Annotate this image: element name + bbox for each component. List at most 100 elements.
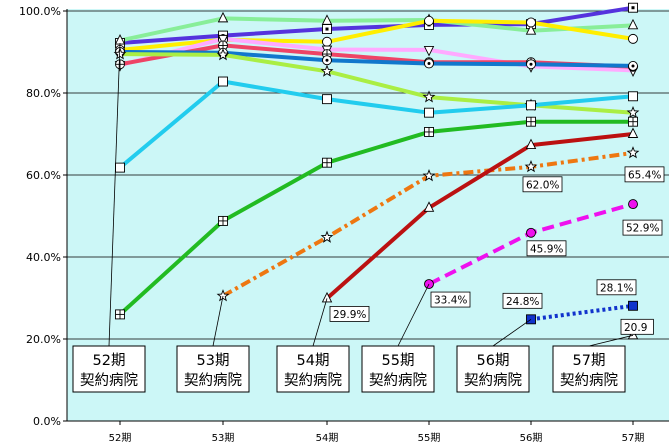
annotation-line1: 57期: [573, 352, 606, 369]
data-point-marker: [627, 127, 639, 138]
data-point-marker: [627, 18, 639, 30]
data-point-marker: [631, 64, 635, 68]
annotation-line1: 55期: [382, 352, 415, 369]
data-label: 33.4%: [434, 295, 467, 307]
y-tick-label: 0.0%: [33, 415, 61, 428]
data-point-marker: [423, 46, 435, 57]
data-point-marker: [115, 162, 125, 173]
data-point-marker: [322, 94, 332, 105]
series-line: [119, 5, 634, 45]
data-point-marker: [525, 138, 537, 150]
series-line: [119, 36, 634, 73]
data-label-box: [430, 291, 471, 308]
data-point-marker: [321, 291, 333, 303]
data-label-box: [329, 306, 370, 322]
data-point-marker: [424, 15, 434, 26]
data-point-marker: [320, 230, 334, 243]
data-label-box: [624, 166, 665, 183]
annotation-line1: 54期: [297, 352, 330, 369]
annotation-line2: 契約病院: [369, 372, 427, 389]
data-point-marker: [628, 91, 638, 102]
annotation-leader: [212, 295, 224, 347]
series-line: [119, 16, 634, 43]
data-label-box: [596, 279, 637, 296]
annotation-line2: 契約病院: [284, 372, 342, 389]
x-tick-label: 53期: [212, 432, 235, 444]
data-point-marker: [422, 169, 436, 182]
series-line: [118, 119, 633, 316]
data-label-box: [526, 240, 567, 257]
data-point-marker: [524, 160, 538, 173]
y-tick-labels: 0.0% 20.0% 40.0% 60.0% 80.0% 100.0%: [19, 5, 61, 428]
data-point-marker: [216, 289, 230, 302]
data-label-box: [522, 176, 563, 193]
data-point-marker: [217, 11, 229, 23]
y-tick-label: 20.0%: [26, 333, 61, 346]
x-tick-label: 55期: [418, 432, 441, 444]
data-point-marker: [218, 76, 228, 87]
x-tick-label: 56期: [520, 432, 543, 444]
annotation-leader: [397, 283, 430, 347]
data-label: 45.9%: [530, 243, 563, 255]
annotation-leader: [108, 42, 121, 347]
data-point-marker: [628, 33, 638, 44]
data-point-marker: [325, 58, 329, 62]
annotation-box: [72, 345, 146, 393]
data-point-marker: [529, 62, 533, 66]
annotation-box: [176, 345, 250, 393]
annotation-line1: 53期: [197, 352, 230, 369]
data-point-marker: [631, 6, 635, 10]
gridlines: [67, 10, 669, 340]
series-line: [119, 52, 634, 115]
data-labels: 62.0% 65.4% 29.9% 33.4% 45.9% 52.9% 24.8% 28.1%…: [329, 166, 665, 335]
annotation-box: [456, 345, 530, 393]
x-tick-label: 54期: [316, 432, 339, 444]
data-label-box: [502, 292, 543, 309]
data-point-marker: [626, 146, 640, 159]
x-tick-labels: 52期 53期 54期 55期 56期 57期: [109, 432, 645, 444]
axes: [63, 9, 669, 425]
series-line: [118, 79, 634, 170]
data-point-marker: [216, 48, 230, 61]
data-point-marker: [423, 201, 435, 212]
data-point-marker: [325, 27, 329, 31]
y-tick-label: 100.0%: [19, 5, 61, 18]
series-lines: [118, 5, 634, 322]
annotation-line2: 契約病院: [184, 372, 242, 389]
data-label: 20.9: [624, 322, 647, 334]
y-tick-label: 60.0%: [26, 169, 61, 182]
annotation-leader: [492, 318, 532, 347]
data-point-marker: [422, 90, 436, 103]
series-line: [119, 50, 634, 68]
annotation-line2: 契約病院: [80, 372, 138, 389]
annotation-leader: [588, 334, 634, 347]
data-label: 62.0%: [526, 179, 559, 191]
data-point-marker: [526, 227, 536, 238]
series-markers: [113, 2, 640, 340]
data-point-marker: [628, 300, 638, 311]
annotation-box: [276, 345, 350, 393]
data-point-marker: [321, 14, 333, 25]
data-label-box: [620, 318, 654, 335]
data-point-marker: [526, 17, 536, 28]
x-tick-label: 52期: [109, 432, 132, 444]
data-label: 52.9%: [626, 223, 659, 235]
series-line: [530, 303, 634, 322]
annotation-line2: 契約病院: [464, 372, 522, 389]
annotation-leader: [312, 298, 328, 347]
data-label: 65.4%: [628, 169, 661, 181]
annotation-line1: 56期: [477, 352, 510, 369]
data-point-marker: [626, 105, 640, 119]
annotation-line1: 52期: [93, 352, 126, 369]
data-point-marker: [424, 107, 434, 118]
y-tick-label: 40.0%: [26, 251, 61, 264]
data-label: 28.1%: [600, 282, 633, 294]
annotation-line2: 契約病院: [560, 372, 618, 389]
data-point-marker: [322, 36, 332, 47]
annotation-box: [552, 345, 626, 393]
y-tick-label: 80.0%: [26, 87, 61, 100]
data-label: 29.9%: [333, 309, 366, 321]
data-point-marker: [320, 64, 334, 77]
data-point-marker: [525, 24, 537, 35]
